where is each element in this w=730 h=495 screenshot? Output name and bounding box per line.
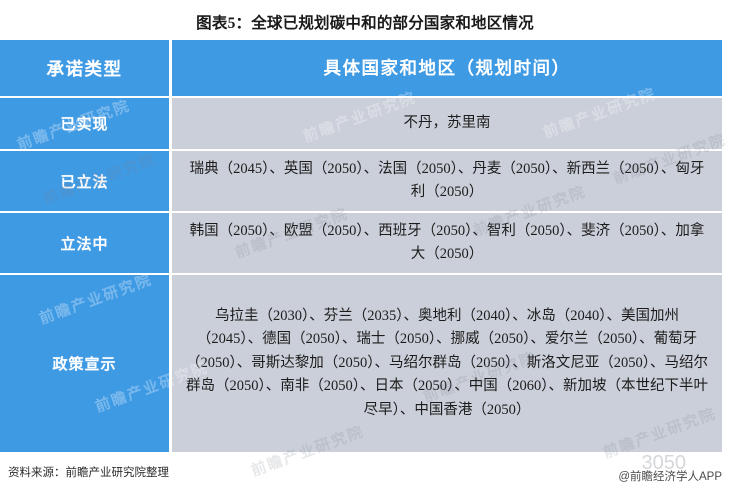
- row-value-policy-declaration: 乌拉圭（2030）、芬兰（2035）、奥地利（2040）、冰岛（2040）、美国…: [169, 275, 722, 452]
- row-value-text: 不丹，苏里南: [403, 114, 491, 131]
- row-value-in-legislation: 韩国（2050）、欧盟（2050）、西班牙（2050）、智利（2050）、斐济（…: [169, 213, 722, 275]
- row-label-legislated: 已立法: [0, 151, 169, 213]
- row-label-achieved: 已实现: [0, 98, 169, 151]
- app-credit: @前瞻经济学人APP: [618, 471, 722, 483]
- table-row: 立法中 韩国（2050）、欧盟（2050）、西班牙（2050）、智利（2050）…: [0, 213, 722, 275]
- carbon-neutrality-table: 承诺类型 具体国家和地区（规划时间） 已实现 不丹，苏里南 已立法 瑞典（204…: [0, 40, 729, 480]
- table-row: 已实现 不丹，苏里南: [0, 98, 722, 151]
- row-value-legislated: 瑞典（2045）、英国（2050）、法国（2050）、丹麦（2050）、新西兰（…: [169, 151, 722, 213]
- column-header-countries-regions: 具体国家和地区（规划时间）: [169, 40, 722, 98]
- table-row: 已立法 瑞典（2045）、英国（2050）、法国（2050）、丹麦（2050）、…: [0, 151, 722, 213]
- row-label-policy-declaration: 政策宣示: [0, 275, 169, 452]
- row-value-text: 乌拉圭（2030）、芬兰（2035）、奥地利（2040）、冰岛（2040）、美国…: [186, 307, 708, 418]
- source-note: 资料来源：前瞻产业研究院整理: [8, 467, 169, 479]
- row-label-in-legislation: 立法中: [0, 213, 169, 275]
- row-value-achieved: 不丹，苏里南: [169, 98, 722, 151]
- table-header-row: 承诺类型 具体国家和地区（规划时间）: [0, 40, 722, 98]
- table-row: 政策宣示 乌拉圭（2030）、芬兰（2035）、奥地利（2040）、冰岛（204…: [0, 275, 722, 452]
- column-header-commitment-type: 承诺类型: [0, 40, 169, 98]
- row-value-text: 瑞典（2045）、英国（2050）、法国（2050）、丹麦（2050）、新西兰（…: [189, 160, 705, 200]
- page-title: 图表5：全球已规划碳中和的部分国家和地区情况: [196, 15, 534, 32]
- row-value-text: 韩国（2050）、欧盟（2050）、西班牙（2050）、智利（2050）、斐济（…: [189, 222, 705, 262]
